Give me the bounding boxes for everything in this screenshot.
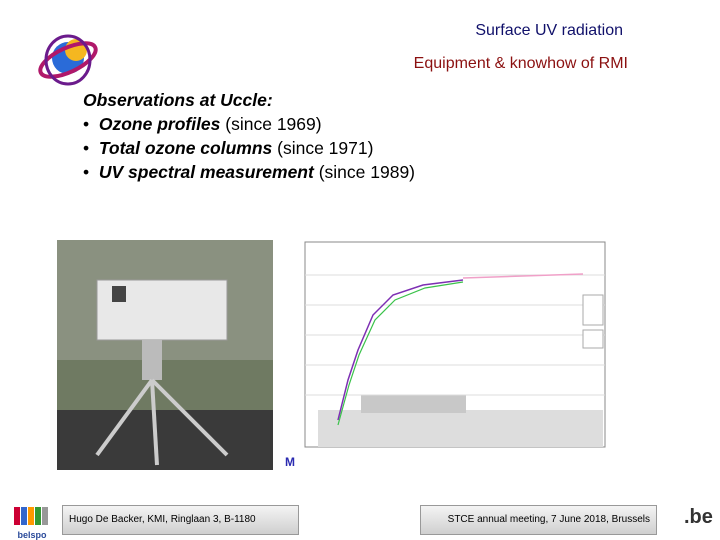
instrument-photo bbox=[57, 240, 273, 470]
be-logo: .be bbox=[684, 506, 713, 528]
bullet-rest: (since 1989) bbox=[318, 162, 416, 182]
spectrum-figure: M bbox=[283, 230, 613, 472]
bullets: • Ozone profiles (since 1969) • Total ozo… bbox=[83, 112, 415, 184]
bullet-bold: UV spectral measurement bbox=[98, 162, 314, 182]
bullet-list: Observations at Uccle: • Ozone profiles … bbox=[83, 88, 415, 184]
footer-left: Hugo De Backer, KMI, Ringlaan 3, B-1180 … bbox=[62, 505, 299, 535]
bullet-item: • Total ozone columns (since 1971) bbox=[83, 138, 374, 158]
footer-right: STCE annual meeting, 7 June 2018, Brusse… bbox=[420, 505, 657, 535]
bullet-bold: Total ozone columns bbox=[98, 138, 273, 158]
list-heading: Observations at Uccle: bbox=[83, 90, 273, 110]
belspo-logo: belspo bbox=[10, 507, 54, 540]
bullet-item: • UV spectral measurement (since 1989) bbox=[83, 162, 416, 182]
bullet-bold: Ozone profiles bbox=[98, 114, 221, 134]
bullet-item: • Ozone profiles (since 1969) bbox=[83, 114, 322, 134]
belspo-text: belspo bbox=[17, 530, 47, 540]
svg-text:M: M bbox=[285, 455, 295, 469]
logo bbox=[30, 24, 108, 90]
bullet-rest: (since 1971) bbox=[277, 138, 374, 158]
subtitle: Equipment & knowhow of RMI bbox=[413, 55, 628, 72]
title: Surface UV radiation bbox=[475, 22, 623, 39]
bullet-rest: (since 1969) bbox=[225, 114, 322, 134]
